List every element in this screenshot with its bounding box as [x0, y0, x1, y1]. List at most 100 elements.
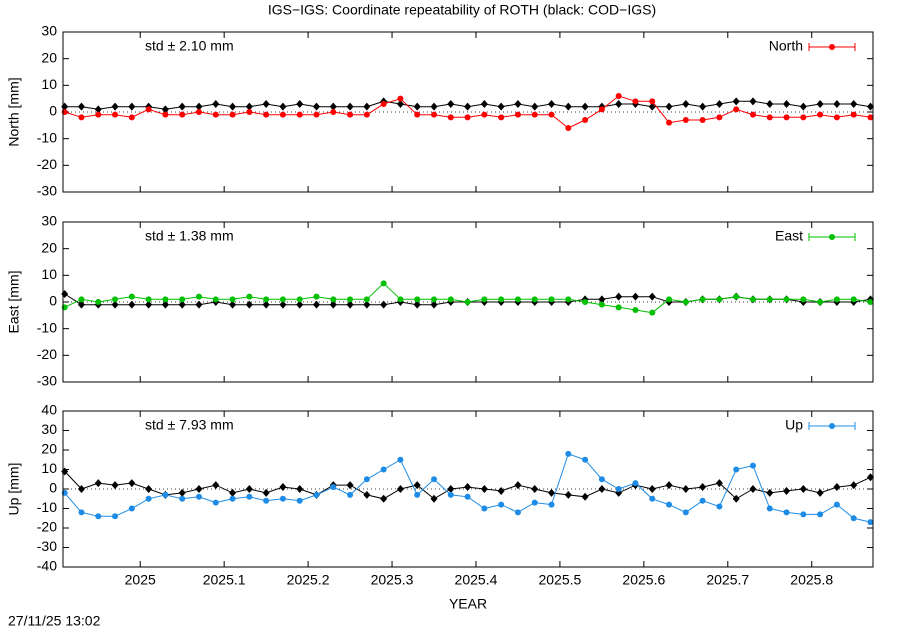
point [665, 102, 673, 111]
point [396, 485, 404, 493]
point [548, 296, 555, 303]
point [816, 100, 824, 108]
point [598, 106, 605, 113]
point [229, 488, 237, 497]
point [212, 100, 220, 108]
point [531, 499, 538, 506]
x-tick-label: 2025.2 [287, 572, 330, 588]
point [631, 292, 639, 301]
point [850, 111, 857, 118]
point [162, 296, 169, 303]
timestamp: 27/11/25 13:02 [8, 613, 101, 629]
point [263, 111, 270, 118]
point [145, 296, 152, 303]
y-tick-label: -40 [37, 558, 57, 574]
point [413, 300, 421, 309]
annotation: std ± 7.93 mm [145, 417, 234, 433]
point [77, 300, 85, 309]
y-tick-label: -30 [37, 538, 57, 554]
point [363, 476, 370, 483]
point [262, 300, 270, 309]
point [649, 98, 656, 105]
point [128, 300, 136, 309]
point [598, 485, 606, 493]
point [279, 102, 287, 111]
point [162, 491, 169, 498]
point [833, 100, 841, 108]
point [867, 519, 874, 526]
point [850, 296, 857, 303]
point [548, 488, 556, 497]
point [161, 300, 169, 309]
point [665, 481, 673, 490]
point [263, 296, 270, 303]
point [514, 296, 521, 303]
point [598, 295, 606, 304]
point [128, 505, 135, 512]
point [263, 497, 270, 504]
point [716, 114, 723, 121]
point [447, 491, 454, 498]
point [783, 100, 791, 108]
point [766, 505, 773, 512]
point [413, 481, 421, 490]
point [179, 495, 186, 502]
point [682, 100, 690, 108]
legend-marker [829, 423, 835, 429]
point [850, 100, 858, 108]
y-tick-label: 0 [49, 293, 57, 309]
y-tick-label: 10 [41, 76, 57, 92]
point [548, 100, 556, 108]
point [464, 299, 471, 305]
y-tick-label: 10 [41, 460, 57, 476]
point [128, 293, 135, 300]
point [279, 111, 286, 118]
point [649, 495, 656, 502]
point [464, 493, 471, 500]
series-line [64, 282, 871, 314]
annotation: std ± 1.38 mm [145, 228, 234, 244]
point [363, 300, 371, 309]
y-tick-label: 0 [49, 480, 57, 496]
y-tick-label: 10 [41, 266, 57, 282]
point [329, 102, 337, 111]
x-tick-label: 2025.6 [622, 572, 665, 588]
point [783, 509, 790, 516]
point [716, 296, 723, 303]
point [78, 296, 85, 303]
point [380, 466, 387, 473]
point [766, 100, 774, 108]
point [330, 484, 337, 491]
point [178, 102, 186, 111]
point [313, 491, 320, 498]
point [245, 485, 253, 493]
point [699, 483, 707, 492]
point [531, 296, 538, 303]
point [95, 513, 102, 520]
point [179, 111, 186, 118]
y-tick-label: 30 [41, 213, 57, 229]
point [615, 292, 623, 301]
point [212, 296, 219, 303]
point [111, 300, 119, 309]
y-tick-label: 20 [41, 239, 57, 255]
point [229, 111, 236, 118]
point [715, 100, 723, 108]
point [733, 293, 740, 300]
point [78, 114, 85, 121]
point [682, 299, 689, 305]
point [565, 125, 572, 131]
point [649, 309, 656, 316]
y-tick-label: -10 [37, 499, 57, 515]
point [816, 488, 824, 497]
y-tick-label: 40 [41, 402, 57, 418]
point [262, 488, 270, 497]
point [380, 494, 388, 503]
point [749, 111, 756, 118]
point [447, 114, 454, 121]
x-tick-label: 2025.5 [538, 572, 581, 588]
annotation: std ± 2.10 mm [145, 38, 234, 54]
point [833, 483, 841, 492]
point [128, 114, 135, 121]
point [666, 501, 673, 508]
